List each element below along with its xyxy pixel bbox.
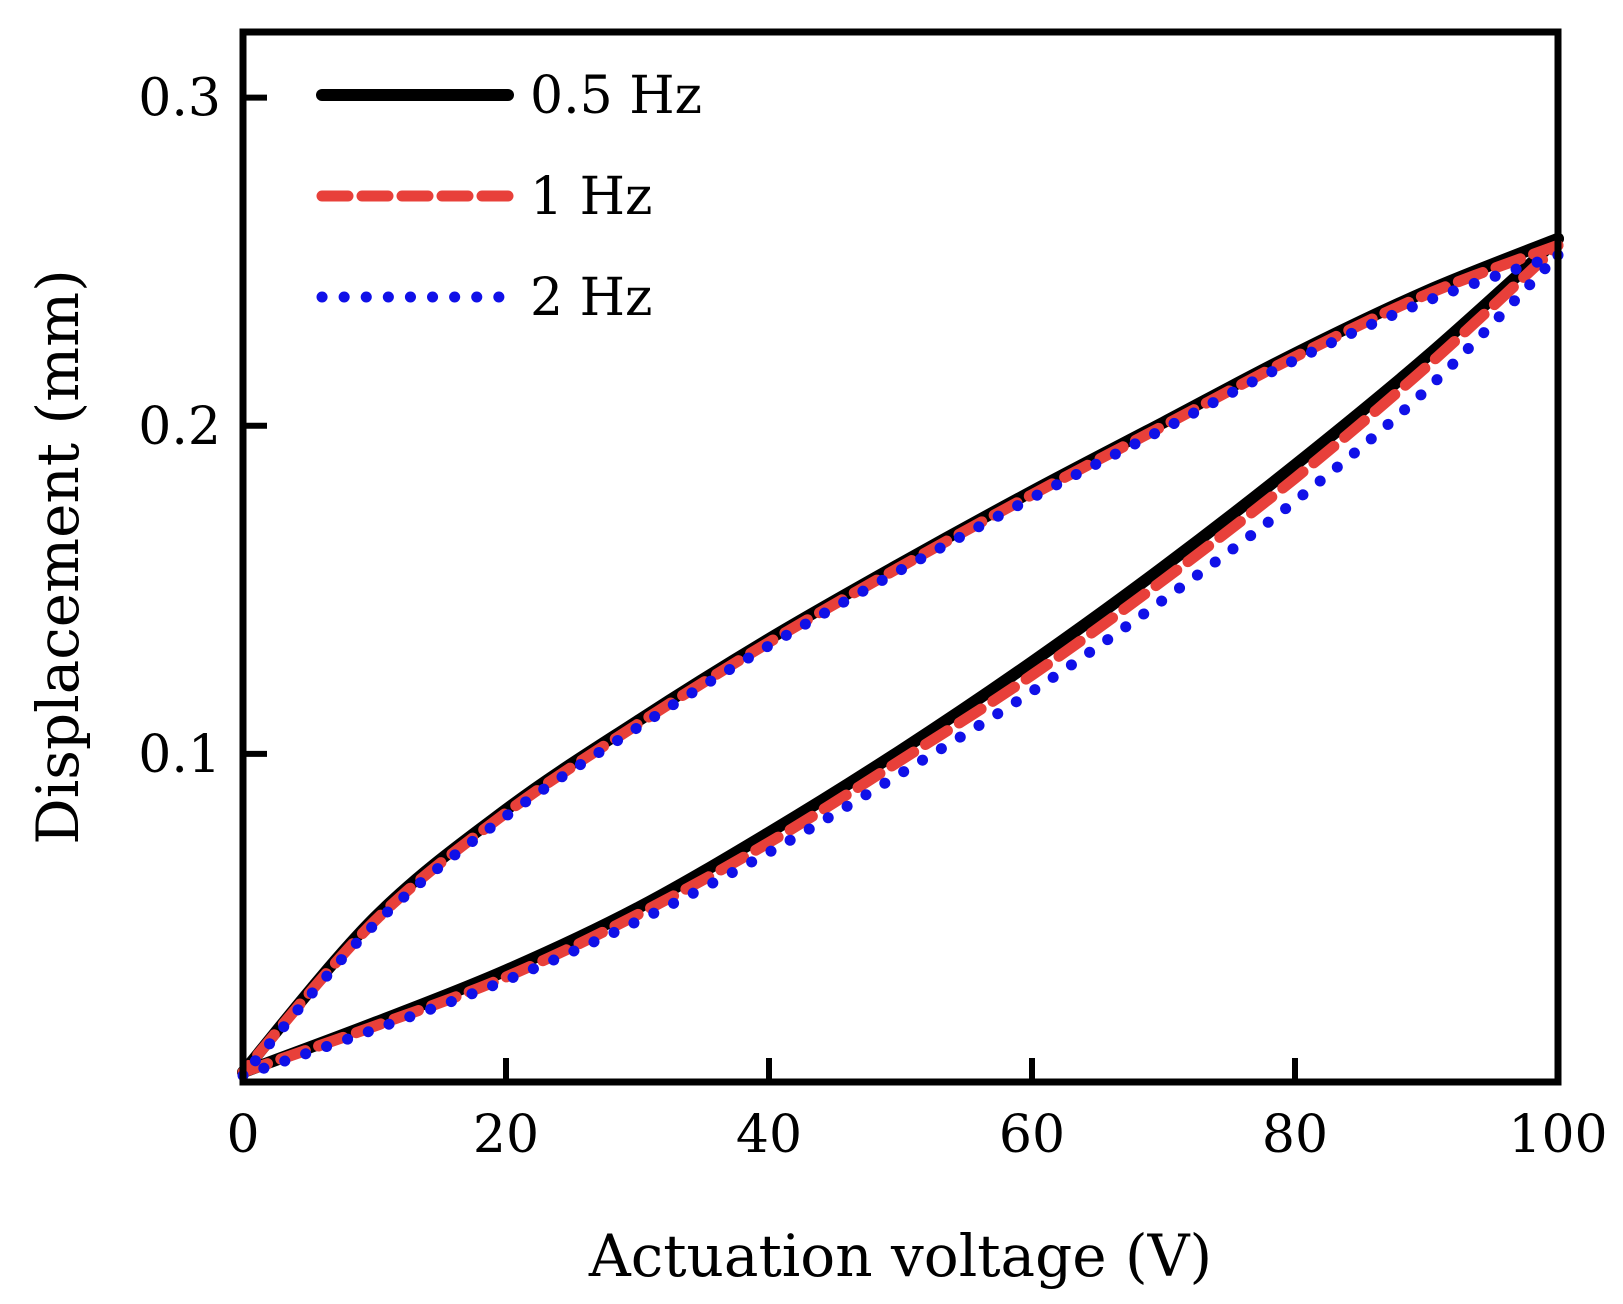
series-1-descending-line [237, 239, 1564, 1078]
series-0-descending-line [237, 232, 1564, 1079]
series-1-ascending-line [237, 239, 1564, 1078]
legend-label-0: 0.5 Hz [530, 66, 702, 126]
series-layer [237, 232, 1564, 1081]
series-2-ascending-line [237, 249, 1564, 1081]
legend-label-2: 2 Hz [530, 268, 652, 328]
legend: 0.5 Hz 1 Hz 2 Hz [316, 66, 702, 328]
x-axis-title: Actuation voltage (V) [588, 1222, 1212, 1290]
x-tick-label: 20 [473, 1105, 539, 1165]
y-axis-ticks: 0.1 0.2 0.3 [138, 69, 267, 785]
x-tick-label: 40 [736, 1105, 802, 1165]
series-0-ascending-line [237, 232, 1564, 1079]
series-2-descending-line [237, 249, 1564, 1081]
y-tick-label: 0.2 [138, 397, 221, 457]
plot-frame [239, 28, 1562, 1086]
x-tick-label: 0 [226, 1105, 259, 1165]
x-tick-label: 100 [1508, 1105, 1607, 1165]
x-tick-label: 60 [999, 1105, 1065, 1165]
y-axis-title: Displacement (mm) [24, 269, 92, 845]
x-axis-ticks: 0 20 40 60 80 100 [226, 1058, 1608, 1165]
x-tick-label: 80 [1262, 1105, 1328, 1165]
y-tick-label: 0.3 [138, 69, 221, 129]
y-tick-label: 0.1 [138, 725, 221, 785]
legend-label-1: 1 Hz [530, 167, 652, 227]
